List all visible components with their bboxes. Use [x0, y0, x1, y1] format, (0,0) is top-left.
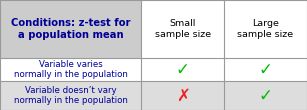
- Bar: [0, 81, 307, 110]
- Text: ✓: ✓: [176, 60, 190, 78]
- Text: ✓: ✓: [258, 60, 273, 78]
- Text: Conditions: z-test for
a population mean: Conditions: z-test for a population mean: [11, 18, 130, 40]
- Bar: [0, 0, 141, 58]
- Bar: [141, 0, 224, 58]
- Text: Variable doesn’t vary
normally in the population: Variable doesn’t vary normally in the po…: [14, 86, 127, 105]
- Text: ✓: ✓: [258, 87, 273, 105]
- Bar: [224, 0, 307, 58]
- Text: ✗: ✗: [176, 87, 190, 105]
- Bar: [0, 58, 307, 81]
- Text: Small
sample size: Small sample size: [155, 19, 211, 39]
- Text: Large
sample size: Large sample size: [238, 19, 293, 39]
- Text: Variable varies
normally in the population: Variable varies normally in the populati…: [14, 60, 127, 79]
